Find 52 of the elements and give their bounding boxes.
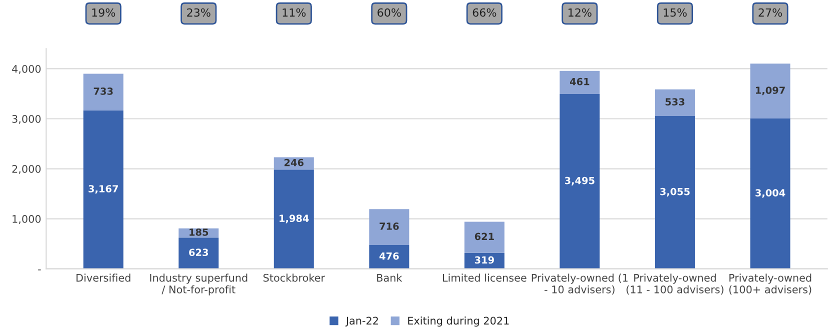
data-label: 733 <box>94 88 113 95</box>
data-label: 246 <box>284 158 304 166</box>
text: 23% <box>187 8 210 17</box>
data-label: 3,055 <box>660 188 690 196</box>
data-label: 3,167 <box>88 185 118 194</box>
data-label: 3,495 <box>564 176 594 186</box>
y-tick-label: 3,000 <box>12 114 41 124</box>
x-tick-label: Stockbroker <box>263 274 325 282</box>
text: 12% <box>568 8 592 17</box>
data-label: 461 <box>570 78 590 86</box>
text: 66% <box>472 8 496 17</box>
data-label: 185 <box>190 228 208 236</box>
data-label: 533 <box>666 98 684 106</box>
x-tick-label: Diversified <box>76 274 130 282</box>
legend-label: Jan-22 <box>345 316 378 327</box>
bar <box>83 74 124 110</box>
bar <box>750 118 790 269</box>
bar <box>464 222 504 253</box>
bar <box>654 89 695 116</box>
bar <box>178 238 219 269</box>
text: 60% <box>378 8 401 17</box>
text: 27% <box>758 8 782 17</box>
data-label: 621 <box>474 232 494 240</box>
bar <box>369 209 410 245</box>
data-label: 716 <box>380 222 399 230</box>
text: 19% <box>92 8 116 17</box>
x-tick-label: Limited licensee <box>442 274 526 282</box>
data-label: 3,004 <box>756 189 786 198</box>
text: 11% <box>282 8 306 17</box>
bar <box>750 64 790 119</box>
x-tick-label: Privately-owned (100+ advisers) <box>729 274 812 295</box>
x-tick-label: Privately-owned (1 - 10 advisers) <box>532 274 628 295</box>
y-tick-label: 2,000 <box>12 164 41 174</box>
legend-label: Exiting during 2021 <box>408 316 509 327</box>
bar <box>369 244 410 269</box>
data-label: 319 <box>474 256 494 264</box>
bar <box>560 94 600 269</box>
x-tick-label: Privately-owned (11 - 100 advisers) <box>626 274 724 295</box>
text: 15% <box>664 8 687 17</box>
x-tick-label: Bank <box>377 274 402 282</box>
x-tick-label: Industry superfund / Not-for-profit <box>150 274 248 296</box>
data-label: 476 <box>379 252 399 260</box>
data-label: 1,984 <box>280 214 309 224</box>
bar <box>83 110 124 269</box>
bar <box>560 70 600 94</box>
y-tick-label: 1,000 <box>12 215 41 224</box>
data-label: 1,097 <box>756 86 785 96</box>
bar <box>654 116 695 269</box>
bar <box>274 170 314 269</box>
y-tick-label: - <box>38 269 41 270</box>
data-label: 623 <box>189 248 208 256</box>
y-tick-label: 4,000 <box>12 64 41 74</box>
